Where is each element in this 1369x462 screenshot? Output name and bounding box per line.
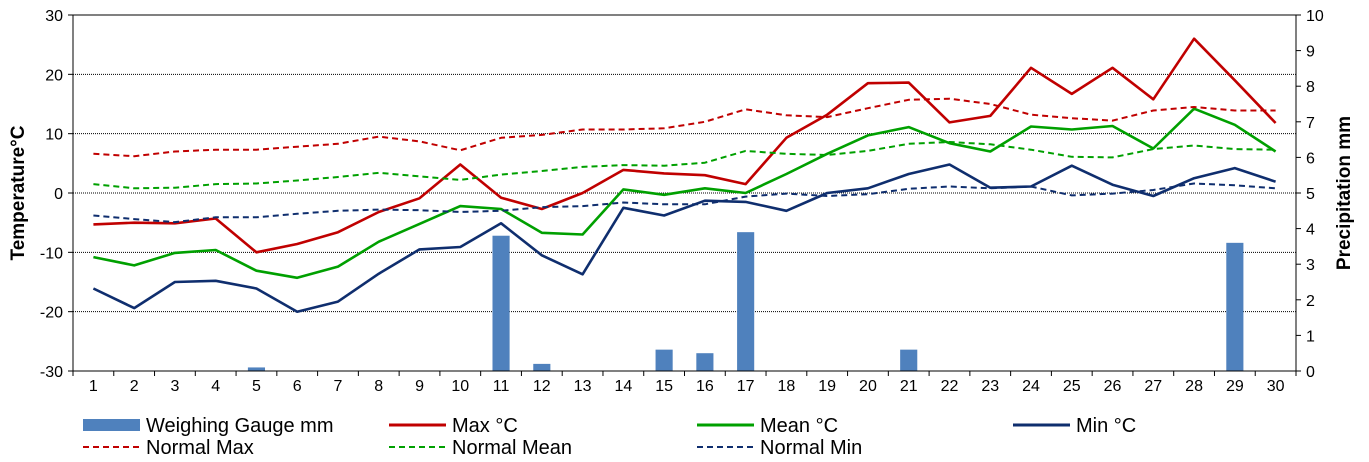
- legend-label: Normal Min: [760, 437, 862, 459]
- legend-label: Weighing Gauge mm: [146, 415, 334, 437]
- x-tick-label: 13: [574, 378, 592, 395]
- x-tick-label: 25: [1063, 378, 1081, 395]
- y2-tick-label: 7: [1306, 115, 1315, 132]
- precip-bar: [655, 349, 673, 371]
- x-tick-label: 9: [415, 378, 424, 395]
- legend-label: Normal Max: [146, 437, 254, 459]
- y2-tick-label: 10: [1306, 8, 1324, 25]
- precip-bar: [247, 367, 266, 371]
- y2-tick-label: 4: [1306, 222, 1315, 239]
- series-line: [93, 37, 1277, 254]
- series-line: [93, 182, 1276, 224]
- x-tick-label: 12: [533, 378, 551, 395]
- x-tick-label: 15: [655, 378, 673, 395]
- x-tick-label: 8: [374, 378, 383, 395]
- precip-bar: [1226, 242, 1244, 371]
- y2-tick-label: 8: [1306, 79, 1315, 96]
- y2-tick-label: 3: [1306, 257, 1315, 274]
- legend-swatch: [83, 419, 140, 431]
- y2-tick-label: 5: [1306, 186, 1315, 203]
- y-tick-label: 30: [45, 8, 63, 25]
- x-tick-label: 24: [1022, 378, 1040, 395]
- precip-bar: [900, 349, 918, 371]
- y-tick-label: -30: [40, 364, 63, 381]
- x-tick-label: 14: [614, 378, 632, 395]
- x-tick-label: 26: [1104, 378, 1122, 395]
- legend: Weighing Gauge mm Max °C Mean °C Min °C Norm…: [83, 415, 1136, 459]
- x-tick-label: 3: [170, 378, 179, 395]
- y-tick-label: 0: [54, 186, 63, 203]
- x-tick-label: 27: [1144, 378, 1162, 395]
- y2-tick-label: 1: [1306, 328, 1315, 345]
- x-tick-label: 17: [737, 378, 755, 395]
- x-tick-label: 2: [130, 378, 139, 395]
- series-line: [92, 163, 1277, 314]
- y-tick-label: 10: [45, 127, 63, 144]
- series-lines: [92, 37, 1277, 314]
- y-tick-label: 20: [45, 67, 63, 84]
- y2-tick-label: 0: [1306, 364, 1315, 381]
- x-tick-label: 30: [1267, 378, 1285, 395]
- x-tick-label: 29: [1226, 378, 1244, 395]
- y-tick-label: -10: [40, 245, 63, 262]
- x-axis-ticks: 1 2 3 4 5 6 7 8 9 10 11 12 13 14 15 16 17 18 19 20 21 22 23 24 2…: [72, 371, 1297, 395]
- series-line: [93, 141, 1276, 190]
- x-tick-label: 1: [89, 378, 98, 395]
- x-tick-label: 18: [778, 378, 796, 395]
- x-tick-label: 7: [334, 378, 343, 395]
- precip-bar: [533, 363, 551, 371]
- y-axis-title: Temperature°C: [8, 125, 29, 260]
- x-tick-label: 28: [1185, 378, 1203, 395]
- x-tick-label: 4: [211, 378, 220, 395]
- x-tick-label: 20: [859, 378, 877, 395]
- x-tick-label: 23: [981, 378, 999, 395]
- y2-tick-label: 9: [1306, 44, 1315, 61]
- legend-label: Max °C: [452, 415, 518, 437]
- precip-bar: [492, 235, 510, 371]
- x-tick-label: 16: [696, 378, 714, 395]
- bars: [247, 232, 1244, 371]
- legend-label: Mean °C: [760, 415, 838, 437]
- x-tick-label: 21: [900, 378, 918, 395]
- x-tick-label: 22: [941, 378, 959, 395]
- x-tick-label: 5: [252, 378, 261, 395]
- series-line: [93, 107, 1277, 280]
- x-tick-label: 10: [451, 378, 469, 395]
- precip-bar: [696, 353, 714, 371]
- x-tick-label: 19: [818, 378, 836, 395]
- x-tick-label: 6: [293, 378, 302, 395]
- legend-label: Normal Mean: [452, 437, 572, 459]
- precip-bar: [737, 232, 755, 371]
- y2-axis-title: Precipitation mm: [1334, 116, 1355, 270]
- x-tick-label: 11: [493, 378, 510, 395]
- legend-label: Min °C: [1076, 415, 1136, 437]
- y-tick-label: -20: [40, 305, 63, 322]
- y2-tick-label: 6: [1306, 150, 1315, 167]
- y2-tick-label: 2: [1306, 293, 1315, 310]
- y-axis-ticks: 30 20 10 0 -10 -20 -30: [40, 8, 73, 381]
